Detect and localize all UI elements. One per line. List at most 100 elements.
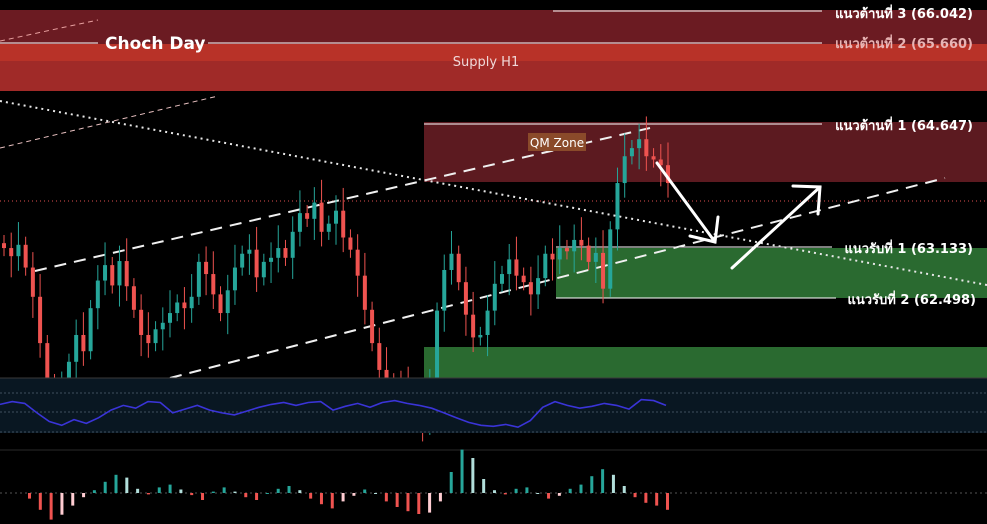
macd-bar <box>471 458 475 493</box>
candle-body <box>146 334 151 344</box>
candle-body <box>30 267 35 297</box>
macd-bar <box>168 484 172 493</box>
resistance-band-3 <box>0 10 987 44</box>
candle-body <box>81 334 86 352</box>
candle-body <box>254 249 259 278</box>
candle-body <box>463 282 468 315</box>
candle-body <box>232 267 237 291</box>
candle-body <box>16 244 21 257</box>
candle-body <box>644 139 649 157</box>
resistance-3-label: แนวต้านที่ 3 (66.042) <box>835 4 973 22</box>
candle-body <box>153 329 158 344</box>
macd-bar <box>611 474 615 493</box>
macd-bar <box>60 493 64 515</box>
rsi-line <box>0 398 667 429</box>
candle-body <box>485 310 490 335</box>
macd-bar <box>157 487 161 493</box>
candle-body <box>507 259 512 275</box>
macd-bar <box>406 493 410 512</box>
candle-body <box>651 156 656 160</box>
candle-body <box>95 280 100 309</box>
candle-body <box>103 265 108 281</box>
channel-lower-line <box>169 177 946 379</box>
demand-zone-lower <box>424 347 987 378</box>
candle-body <box>326 223 331 232</box>
macd-bar <box>309 493 313 499</box>
macd-bar <box>146 493 150 495</box>
candle-body <box>305 213 310 219</box>
candle-body <box>38 296 43 344</box>
candle-body <box>240 253 245 268</box>
macd-bar <box>633 493 637 498</box>
macd-bar <box>211 491 215 493</box>
macd-bar <box>190 493 194 496</box>
candle-body <box>528 282 533 295</box>
macd-bar <box>514 488 518 493</box>
candle-body <box>500 274 504 284</box>
supply-h1-label: Supply H1 <box>453 55 519 70</box>
candle-body <box>442 269 447 311</box>
macd-bar <box>276 488 280 493</box>
macd-bar <box>460 449 464 493</box>
candle-body <box>225 290 230 314</box>
rsi-pane <box>0 378 987 433</box>
macd-bar <box>319 493 323 505</box>
macd-bar <box>590 476 594 493</box>
candle-body <box>348 237 353 250</box>
candle-body <box>160 322 165 330</box>
macd-bar <box>255 493 259 500</box>
up-arrow-icon <box>730 184 822 270</box>
candle-body <box>175 302 180 314</box>
macd-bar <box>287 486 291 493</box>
macd-bar <box>557 493 561 496</box>
qm-zone-label: QM Zone <box>530 136 584 150</box>
candle-body <box>355 249 360 276</box>
macd-bar <box>547 493 551 499</box>
macd-bar <box>49 493 53 520</box>
channel-upper-line <box>34 127 651 272</box>
macd-bar <box>395 493 399 507</box>
candle-body <box>435 310 440 392</box>
candle-body <box>658 159 663 166</box>
macd-bar <box>536 493 540 494</box>
candle-body <box>384 369 389 382</box>
macd-bar <box>103 481 107 493</box>
macd-bar <box>298 490 302 493</box>
candle-body <box>471 314 476 338</box>
qm-zone-label-bg <box>528 133 586 151</box>
macd-bar <box>384 493 388 502</box>
candle-body <box>45 343 50 390</box>
candle-body <box>196 261 201 297</box>
macd-bar <box>92 490 96 493</box>
candle-body <box>586 245 591 262</box>
candle-body <box>478 334 483 338</box>
candle-body <box>131 286 136 310</box>
chart-title: Choch Day <box>105 34 206 54</box>
macd-bar <box>417 493 421 514</box>
candle-body <box>297 213 302 232</box>
candle-body <box>74 334 79 362</box>
macd-bar <box>82 493 86 498</box>
macd-bar <box>114 474 118 493</box>
candle-body <box>110 265 115 286</box>
resistance-2-label: แนวต้านที่ 2 (65.660) <box>835 34 973 52</box>
candle-body <box>666 165 670 184</box>
candle-body <box>557 248 562 260</box>
candle-body <box>593 252 598 262</box>
candle-body <box>218 294 223 314</box>
supply-h1-zone-top <box>0 44 987 61</box>
candle-body <box>377 343 382 370</box>
macd-bar <box>222 487 226 493</box>
candle-body <box>261 261 266 278</box>
macd-bar <box>179 489 183 493</box>
candle-body <box>283 248 288 258</box>
macd-bar <box>644 493 648 503</box>
macd-bar <box>666 493 669 510</box>
macd-bar <box>38 493 42 510</box>
candle-body <box>182 302 187 309</box>
candle-body <box>2 243 6 249</box>
macd-bar <box>125 477 129 493</box>
candle-body <box>88 308 93 352</box>
candle-body <box>117 261 122 286</box>
